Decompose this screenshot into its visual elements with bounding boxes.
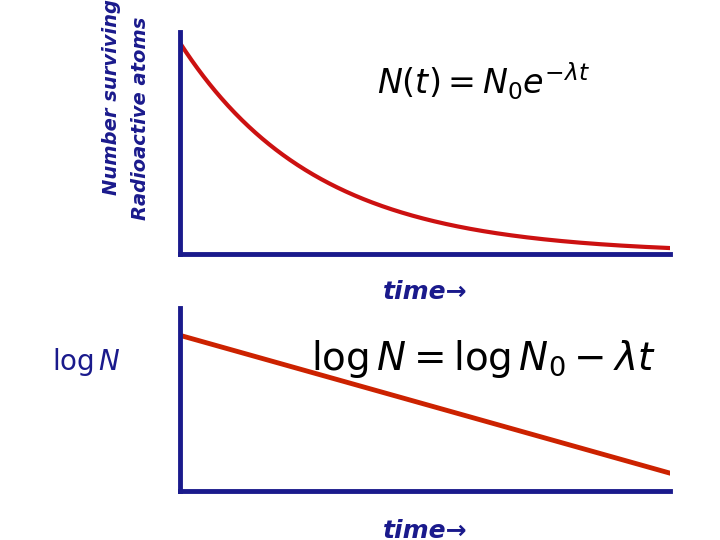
Text: $\log\mathit{N}$: $\log\mathit{N}$ bbox=[52, 346, 121, 378]
Text: $\log N = \log N_0 - \lambda t$: $\log N = \log N_0 - \lambda t$ bbox=[311, 338, 656, 380]
Text: $N(t) = N_0 e^{-\lambda t}$: $N(t) = N_0 e^{-\lambda t}$ bbox=[377, 60, 590, 102]
Text: Number surviving: Number surviving bbox=[102, 0, 121, 195]
Text: time→: time→ bbox=[382, 280, 467, 305]
Text: Radioactive atoms: Radioactive atoms bbox=[131, 17, 150, 220]
Text: time→: time→ bbox=[382, 519, 467, 540]
